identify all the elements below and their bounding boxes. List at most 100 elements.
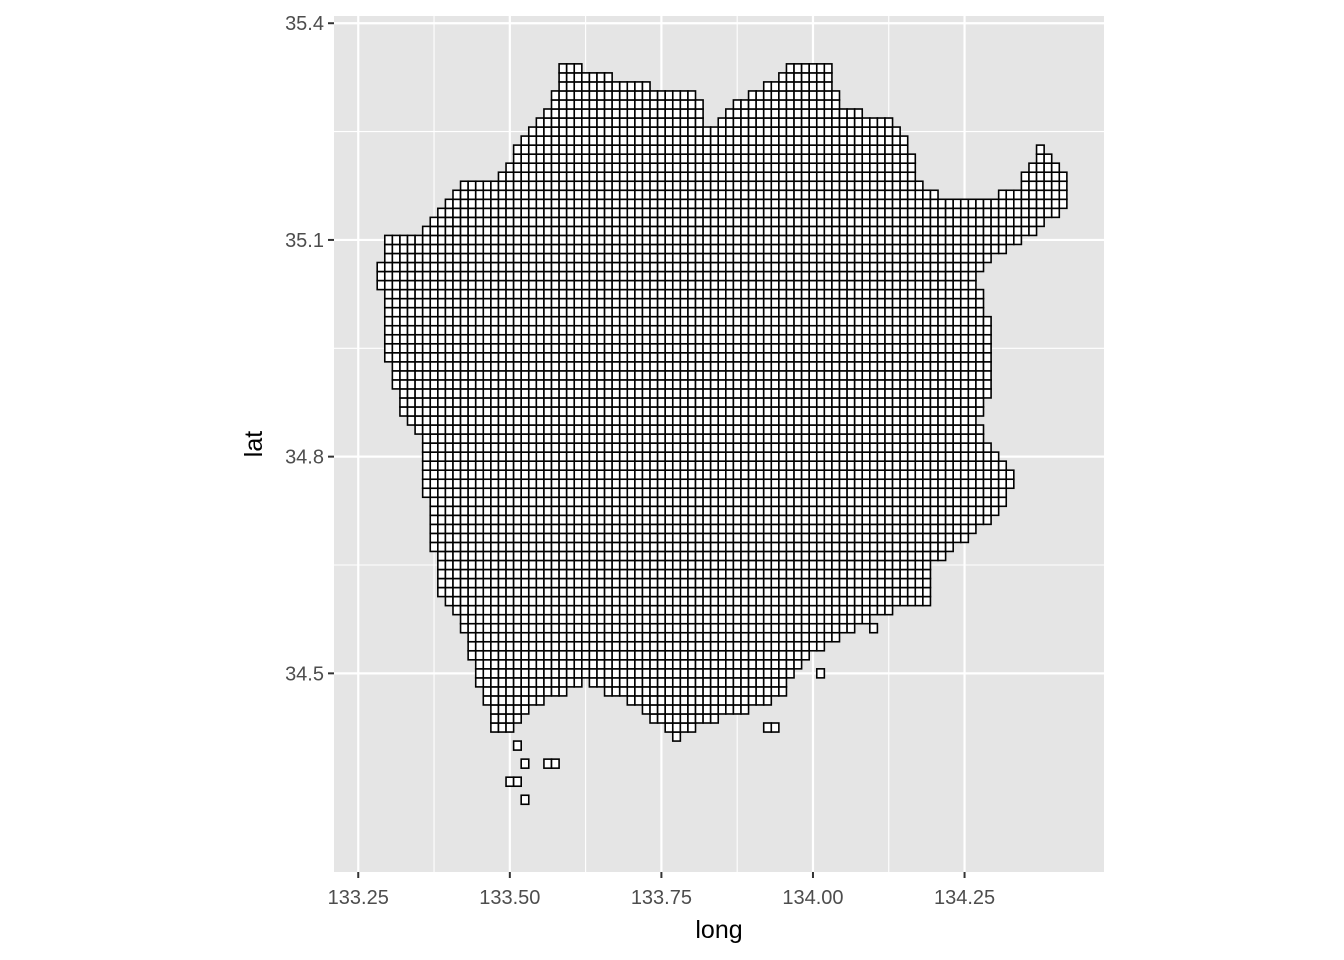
map-cell <box>770 361 780 372</box>
map-cell <box>429 523 439 535</box>
map-cell <box>618 397 629 408</box>
map-cell <box>406 252 416 264</box>
map-cell <box>497 324 507 336</box>
map-cell <box>815 424 826 435</box>
map-cell <box>709 604 720 616</box>
map-cell <box>679 514 689 526</box>
map-cell <box>656 514 666 526</box>
map-cell <box>527 288 538 300</box>
map-cell <box>755 451 765 462</box>
map-cell <box>497 424 507 435</box>
map-cell <box>944 270 954 282</box>
map-cell <box>596 397 606 408</box>
map-cell <box>421 397 432 408</box>
map-cell <box>785 225 795 237</box>
map-cell <box>899 505 909 517</box>
map-cell <box>785 135 795 146</box>
map-cell <box>861 243 871 255</box>
map-cell <box>815 144 826 155</box>
map-cell <box>565 252 576 264</box>
map-cell <box>634 424 644 435</box>
map-cell <box>527 415 538 426</box>
map-cell <box>717 631 727 643</box>
map-cell <box>641 677 651 688</box>
map-cell <box>740 324 750 336</box>
map-cell <box>512 234 522 246</box>
map-cell <box>747 659 757 670</box>
map-cell <box>823 631 833 643</box>
map-cell <box>383 297 394 309</box>
map-cell <box>702 442 712 453</box>
map-cell <box>634 117 644 128</box>
map-cell <box>982 234 992 246</box>
map-cell <box>808 243 818 255</box>
map-cell <box>785 261 795 273</box>
map-cell <box>565 99 576 110</box>
map-cell <box>474 622 485 634</box>
map-cell <box>876 234 886 246</box>
map-cell <box>725 541 735 553</box>
map-cell <box>725 442 735 453</box>
map-cell <box>861 523 871 535</box>
map-cell <box>520 270 530 282</box>
map-cell <box>421 388 432 399</box>
map-cell <box>634 388 644 399</box>
map-cell <box>482 252 492 264</box>
map-cell <box>808 415 818 426</box>
map-cell <box>823 270 833 282</box>
map-cell <box>527 315 538 327</box>
map-cell <box>626 613 636 625</box>
map-cell <box>437 496 447 508</box>
map-cell <box>982 243 992 255</box>
map-cell <box>581 126 591 137</box>
map-cell <box>929 342 939 354</box>
map-cell <box>959 361 970 372</box>
map-cell <box>626 297 636 309</box>
map-cell <box>914 252 924 264</box>
map-cell <box>679 487 689 499</box>
map-cell <box>618 532 629 544</box>
map-cell <box>967 252 977 264</box>
map-cell <box>588 153 598 164</box>
map-cell <box>437 442 447 453</box>
map-cell <box>520 442 530 453</box>
map-cell <box>747 261 757 273</box>
map-cell <box>823 604 833 616</box>
map-cell <box>982 469 992 481</box>
map-cell <box>725 126 735 137</box>
map-cell <box>831 622 841 634</box>
map-cell <box>906 333 917 345</box>
map-cell <box>815 306 826 318</box>
map-cell <box>588 559 598 571</box>
map-cell <box>558 243 568 255</box>
map-cell <box>975 351 985 363</box>
map-cell <box>482 415 492 426</box>
map-cell <box>671 433 682 444</box>
map-cell <box>573 559 583 571</box>
map-cell <box>671 424 682 435</box>
map-cell <box>581 306 591 318</box>
map-cell <box>565 586 576 598</box>
map-cell <box>1020 189 1030 201</box>
map-cell <box>671 180 682 192</box>
map-cell <box>914 261 924 273</box>
map-cell <box>846 550 856 562</box>
map-cell <box>853 342 864 354</box>
map-cell <box>588 144 598 155</box>
map-cell <box>603 324 613 336</box>
map-cell <box>1020 198 1030 210</box>
map-cell <box>581 171 591 183</box>
map-cell <box>740 234 750 246</box>
map-cell <box>603 117 613 128</box>
map-cell <box>838 216 848 228</box>
map-cell <box>550 108 560 119</box>
map-cell <box>747 351 757 363</box>
map-cell <box>747 568 757 580</box>
map-cell <box>793 406 803 417</box>
map-cell <box>815 361 826 372</box>
map-cell <box>482 496 492 508</box>
map-cell <box>459 586 469 598</box>
map-cell <box>490 234 500 246</box>
map-cell <box>808 469 818 481</box>
map-cell <box>914 469 924 481</box>
